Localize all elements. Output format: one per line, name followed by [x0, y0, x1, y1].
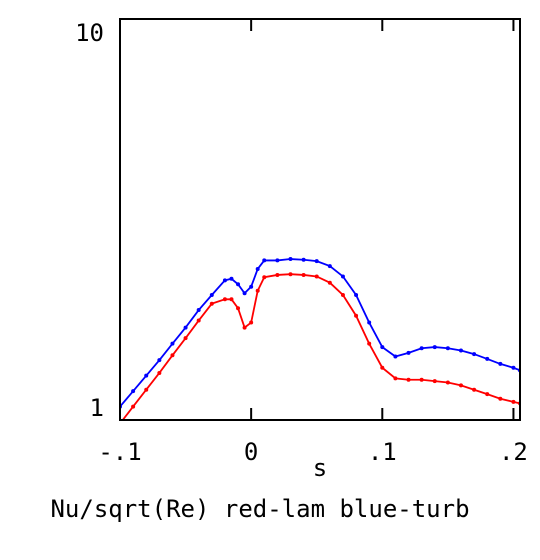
series-point-0-13	[255, 266, 260, 271]
series-point-1-27	[432, 379, 437, 384]
series-point-0-9	[229, 276, 234, 281]
series-point-1-31	[485, 392, 490, 397]
series-point-1-19	[327, 280, 332, 285]
series-point-0-6	[196, 308, 201, 313]
series-group	[118, 257, 520, 426]
series-point-1-7	[209, 301, 214, 306]
tick-labels: -.1 0 .1 .2 1 10	[75, 19, 528, 466]
series-point-1-30	[472, 387, 477, 392]
tick-marks	[119, 19, 515, 420]
series-point-1-28	[445, 380, 450, 385]
series-point-1-1	[131, 404, 136, 409]
series-point-0-14	[262, 258, 267, 263]
y-tick-label-1: 10	[75, 19, 104, 47]
series-point-1-29	[458, 383, 463, 388]
series-point-0-2	[144, 373, 149, 378]
series-point-1-24	[393, 376, 398, 381]
series-point-0-7	[209, 292, 214, 297]
series-point-1-11	[242, 325, 247, 330]
x-tick-label-3: .2	[499, 438, 528, 466]
series-point-0-15	[275, 258, 280, 263]
series-point-1-23	[380, 365, 385, 370]
series-point-1-3	[157, 370, 162, 375]
series-point-1-0	[118, 422, 122, 426]
series-point-0-12	[249, 284, 254, 289]
series-point-0-18	[314, 259, 319, 264]
series-point-0-21	[354, 292, 359, 297]
series-point-0-20	[340, 274, 345, 279]
series-point-1-9	[229, 297, 234, 302]
series-point-1-15	[275, 272, 280, 277]
series-point-1-8	[222, 297, 227, 302]
series-point-0-8	[222, 278, 227, 283]
series-point-1-20	[340, 292, 345, 297]
series-point-1-32	[498, 396, 503, 401]
series-point-0-32	[498, 361, 503, 366]
series-point-0-22	[367, 320, 372, 325]
y-tick-label-0: 1	[90, 394, 104, 422]
x-tick-label-0: -.1	[98, 438, 141, 466]
series-point-0-19	[327, 264, 332, 269]
series-point-0-27	[432, 345, 437, 350]
x-tick-label-2: .1	[368, 438, 397, 466]
series-point-0-17	[301, 257, 306, 262]
series-point-0-25	[406, 350, 411, 355]
series-point-1-16	[288, 272, 293, 277]
series-point-1-5	[183, 336, 188, 341]
series-point-0-4	[170, 341, 175, 346]
series-point-1-17	[301, 272, 306, 277]
series-point-0-24	[393, 354, 398, 359]
series-point-0-5	[183, 325, 188, 330]
series-point-1-14	[262, 275, 267, 280]
x-axis-label: s	[313, 454, 327, 482]
series-point-1-26	[419, 377, 424, 382]
series-point-0-16	[288, 257, 293, 262]
series-point-1-4	[170, 353, 175, 358]
x-tick-label-1: 0	[244, 438, 258, 466]
series-point-1-10	[236, 306, 241, 311]
series-point-0-29	[458, 348, 463, 353]
series-point-1-33	[511, 399, 516, 404]
series-point-0-23	[380, 345, 385, 350]
series-point-1-2	[144, 387, 149, 392]
series-point-0-30	[472, 352, 477, 357]
series-point-0-31	[485, 356, 490, 361]
series-point-1-21	[354, 313, 359, 318]
series-point-1-25	[406, 377, 411, 382]
plot-frame	[119, 18, 521, 421]
series-point-1-12	[249, 320, 254, 325]
series-point-1-22	[367, 341, 372, 346]
series-point-0-3	[157, 358, 162, 363]
series-point-1-6	[196, 318, 201, 323]
series-point-0-33	[511, 365, 516, 370]
series-point-0-1	[131, 389, 136, 394]
series-point-1-13	[255, 288, 260, 293]
series-point-0-11	[242, 291, 247, 296]
series-point-0-10	[236, 282, 241, 287]
chart-caption: Nu/sqrt(Re) red-lam blue-turb	[50, 495, 469, 523]
series-point-0-28	[445, 346, 450, 351]
series-point-0-26	[419, 346, 424, 351]
series-point-1-18	[314, 274, 319, 279]
